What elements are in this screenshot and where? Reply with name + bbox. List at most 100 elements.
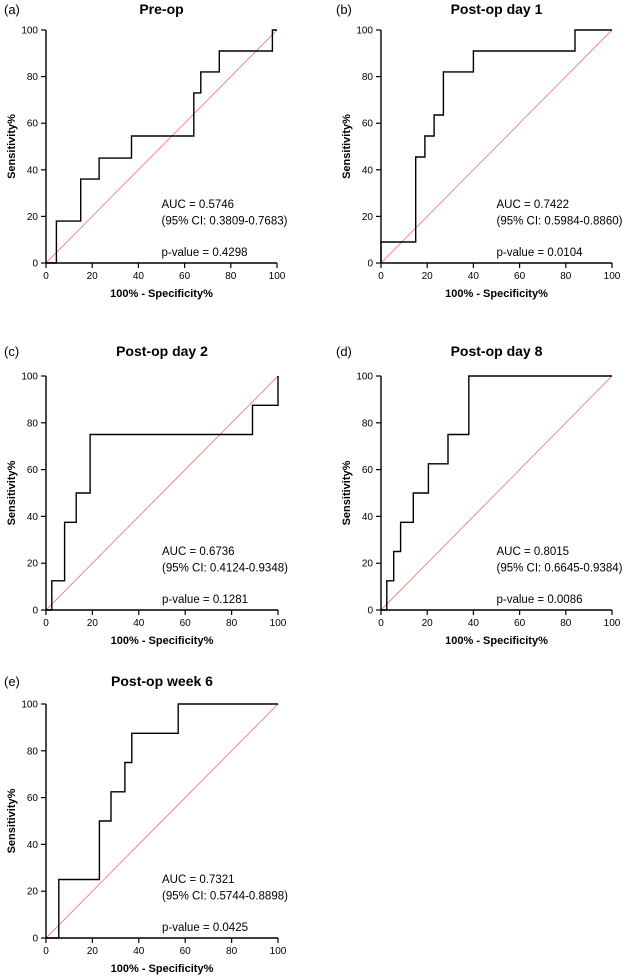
- x-tick-label: 60: [180, 618, 192, 629]
- chart-title: Post-op day 1: [451, 1, 543, 17]
- y-tick-label: 60: [27, 793, 39, 804]
- x-tick-label: 20: [87, 618, 99, 629]
- y-tick-label: 0: [32, 934, 38, 945]
- x-axis-label: 100% - Specificity%: [110, 288, 213, 300]
- x-tick-label: 80: [226, 618, 238, 629]
- x-tick-label: 40: [468, 618, 480, 629]
- y-tick-label: 80: [27, 418, 39, 429]
- y-tick-label: 100: [356, 372, 373, 383]
- ci-annotation: (95% CI: 0.6645-0.9384): [497, 562, 623, 574]
- ci-annotation: (95% CI: 0.5984-0.8860): [497, 216, 623, 228]
- y-tick-label: 40: [362, 165, 374, 176]
- x-tick-label: 40: [468, 271, 480, 282]
- p-value-annotation: p-value = 0.0086: [497, 594, 583, 606]
- reference-line: [380, 29, 613, 264]
- x-tick-label: 100: [269, 271, 286, 282]
- y-tick-label: 100: [356, 26, 373, 37]
- y-tick-label: 40: [27, 512, 39, 523]
- y-axis-label: Sensitivity%: [6, 460, 18, 525]
- x-tick-label: 40: [133, 618, 145, 629]
- y-axis-label: Sensitivity%: [6, 788, 18, 853]
- x-tick-label: 60: [179, 271, 191, 282]
- y-tick-label: 60: [362, 465, 374, 476]
- roc-curve: [46, 376, 279, 611]
- roc-curve: [381, 375, 612, 611]
- y-tick-label: 80: [27, 746, 39, 757]
- panel-tag: (a): [4, 2, 20, 17]
- x-tick-label: 20: [422, 618, 434, 629]
- ci-annotation: (95% CI: 0.4124-0.9348): [162, 562, 288, 574]
- p-value-annotation: p-value = 0.0425: [162, 922, 248, 934]
- y-tick-label: 60: [27, 465, 39, 476]
- auc-annotation: AUC = 0.7321: [162, 874, 235, 886]
- x-tick-label: 80: [226, 946, 238, 957]
- roc-curve: [380, 29, 612, 263]
- panel-tag: (e): [4, 674, 20, 689]
- x-tick-label: 100: [604, 618, 621, 629]
- y-tick-label: 100: [21, 700, 38, 711]
- x-tick-label: 100: [270, 618, 287, 629]
- reference-line: [45, 375, 279, 611]
- roc-panel-post-op-day-1: (b) Post-op day 1 0 20 40 60 80 100 0 20 40 60 80 100…: [336, 1, 623, 300]
- y-axis-label: Sensitivity%: [6, 114, 18, 179]
- panel-tag: (d): [336, 344, 352, 359]
- x-tick-label: 100: [270, 946, 287, 957]
- p-value-annotation: p-value = 0.4298: [162, 247, 248, 259]
- y-tick-label: 60: [27, 119, 39, 130]
- y-tick-label: 20: [362, 559, 374, 570]
- y-tick-label: 100: [21, 26, 38, 37]
- x-tick-label: 0: [378, 271, 384, 282]
- chart-title: Post-op week 6: [111, 673, 213, 689]
- y-tick-label: 0: [367, 606, 373, 617]
- ci-annotation: (95% CI: 0.3809-0.7683): [162, 216, 288, 228]
- reference-line: [45, 703, 279, 939]
- chart-title: Pre-op: [139, 1, 183, 17]
- x-tick-label: 80: [225, 271, 237, 282]
- y-tick-label: 40: [362, 512, 374, 523]
- auc-annotation: AUC = 0.8015: [497, 546, 570, 558]
- y-axis-label: Sensitivity%: [341, 114, 353, 179]
- y-tick-label: 80: [362, 418, 374, 429]
- x-axis-label: 100% - Specificity%: [111, 963, 214, 975]
- y-tick-label: 80: [27, 72, 39, 83]
- x-tick-label: 60: [514, 618, 526, 629]
- auc-annotation: AUC = 0.7422: [497, 199, 570, 211]
- y-tick-label: 40: [27, 165, 39, 176]
- x-tick-label: 20: [87, 946, 99, 957]
- x-tick-label: 0: [43, 946, 49, 957]
- x-axis-label: 100% - Specificity%: [445, 288, 548, 300]
- x-tick-label: 0: [43, 618, 49, 629]
- panel-tag: (b): [336, 2, 352, 17]
- y-tick-label: 0: [32, 259, 38, 270]
- x-tick-label: 80: [560, 271, 572, 282]
- roc-panel-post-op-week-6: (e) Post-op week 6 0 20 40 60 80 100 0 20 40 60 80 10…: [4, 673, 288, 975]
- p-value-annotation: p-value = 0.0104: [497, 247, 584, 259]
- y-tick-label: 60: [362, 119, 374, 130]
- y-axis-label: Sensitivity%: [341, 460, 353, 525]
- x-tick-label: 100: [604, 271, 621, 282]
- reference-line: [380, 375, 613, 611]
- y-tick-label: 20: [27, 887, 39, 898]
- panel-tag: (c): [4, 344, 19, 359]
- y-tick-label: 0: [32, 606, 38, 617]
- roc-panel-post-op-day-8: (d) Post-op day 8 0 20 40 60 80 100 0 20 40 60 80 100…: [336, 343, 623, 647]
- roc-curve: [46, 703, 278, 939]
- x-tick-label: 20: [422, 271, 434, 282]
- p-value-annotation: p-value = 0.1281: [162, 594, 248, 606]
- x-tick-label: 80: [560, 618, 572, 629]
- x-tick-label: 0: [43, 271, 49, 282]
- y-tick-label: 100: [21, 372, 38, 383]
- y-tick-label: 0: [367, 259, 373, 270]
- roc-curve: [46, 29, 277, 264]
- x-tick-label: 40: [133, 946, 145, 957]
- y-tick-label: 20: [27, 559, 39, 570]
- x-axis-label: 100% - Specificity%: [111, 635, 214, 647]
- chart-title: Post-op day 2: [116, 343, 208, 359]
- reference-line: [45, 29, 278, 264]
- x-tick-label: 40: [133, 271, 145, 282]
- x-tick-label: 0: [378, 618, 384, 629]
- y-tick-label: 20: [27, 212, 39, 223]
- auc-annotation: AUC = 0.6736: [162, 546, 235, 558]
- x-tick-label: 60: [514, 271, 526, 282]
- chart-title: Post-op day 8: [451, 343, 543, 359]
